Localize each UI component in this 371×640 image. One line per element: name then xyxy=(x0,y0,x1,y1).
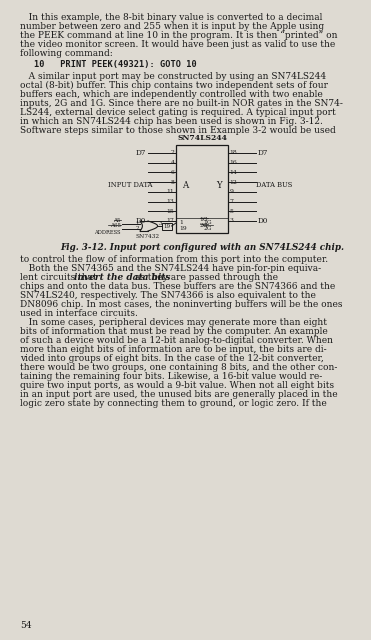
Text: 54: 54 xyxy=(20,621,32,630)
Text: D7: D7 xyxy=(136,149,146,157)
Text: A similar input port may be constructed by using an SN74LS244: A similar input port may be constructed … xyxy=(20,72,326,81)
Text: 13: 13 xyxy=(167,199,174,204)
Text: 1: 1 xyxy=(135,221,139,226)
Text: Both the SN74365 and the SN74LS244 have pin-for-pin equiva-: Both the SN74365 and the SN74LS244 have … xyxy=(20,264,321,273)
Text: D0: D0 xyxy=(258,217,268,225)
Text: D0: D0 xyxy=(136,217,146,225)
Text: In some cases, peripheral devices may generate more than eight: In some cases, peripheral devices may ge… xyxy=(20,318,327,327)
Text: 19: 19 xyxy=(179,227,187,232)
Text: 5: 5 xyxy=(230,209,233,214)
Text: logic zero state by connecting them to ground, or logic zero. If the: logic zero state by connecting them to g… xyxy=(20,399,327,408)
Text: 1G: 1G xyxy=(204,220,212,225)
Text: 18: 18 xyxy=(230,150,237,156)
Text: octal (8-bit) buffer. This chip contains two independent sets of four: octal (8-bit) buffer. This chip contains… xyxy=(20,81,328,90)
Text: A: A xyxy=(182,180,188,189)
Text: Software steps similar to those shown in Example 3-2 would be used: Software steps similar to those shown in… xyxy=(20,126,336,135)
Text: SN7432: SN7432 xyxy=(136,234,160,239)
Text: as they are passed through the: as they are passed through the xyxy=(132,273,278,282)
Text: 7: 7 xyxy=(230,199,233,204)
Text: chips and onto the data bus. These buffers are the SN74366 and the: chips and onto the data bus. These buffe… xyxy=(20,282,335,291)
Text: lent circuits that: lent circuits that xyxy=(20,273,100,282)
Text: D7: D7 xyxy=(258,149,268,157)
Text: Y: Y xyxy=(216,180,222,189)
Text: bits of information that must be read by the computer. An example: bits of information that must be read by… xyxy=(20,327,328,336)
Text: 10   PRINT PEEK(49321): GOTO 10: 10 PRINT PEEK(49321): GOTO 10 xyxy=(34,60,197,69)
Text: 4: 4 xyxy=(171,160,174,165)
Text: INPUT DATA: INPUT DATA xyxy=(108,181,152,189)
Bar xyxy=(176,145,228,233)
Text: taining the remaining four bits. Likewise, a 16-bit value would re-: taining the remaining four bits. Likewis… xyxy=(20,372,322,381)
Text: 12: 12 xyxy=(230,180,237,185)
Text: more than eight bits of information are to be input, the bits are di-: more than eight bits of information are … xyxy=(20,345,326,354)
Text: invert the data bits: invert the data bits xyxy=(74,273,171,282)
Text: DATA BUS: DATA BUS xyxy=(256,181,292,189)
Text: SN74LS244: SN74LS244 xyxy=(177,134,227,142)
Text: A65: A65 xyxy=(110,223,121,228)
Text: 19: 19 xyxy=(163,223,170,228)
Text: LS244, external device select gating is required. A typical input port: LS244, external device select gating is … xyxy=(20,108,336,117)
Text: 14: 14 xyxy=(230,170,237,175)
Text: 2G: 2G xyxy=(204,227,212,232)
Text: there would be two groups, one containing 8 bits, and the other con-: there would be two groups, one containin… xyxy=(20,363,337,372)
Text: 2: 2 xyxy=(135,226,139,231)
Text: the video monitor screen. It would have been just as valid to use the: the video monitor screen. It would have … xyxy=(20,40,335,49)
Text: 16: 16 xyxy=(230,160,237,165)
Text: 3: 3 xyxy=(230,218,233,223)
Text: A5: A5 xyxy=(114,218,121,223)
Text: Fig. 3-12. Input port configured with an SN74LS244 chip.: Fig. 3-12. Input port configured with an… xyxy=(60,243,344,252)
Text: the PEEK command at line 10 in the program. It is then “printed” on: the PEEK command at line 10 in the progr… xyxy=(20,31,338,40)
Text: 2G: 2G xyxy=(200,223,208,228)
Text: number between zero and 255 when it is input by the Apple using: number between zero and 255 when it is i… xyxy=(20,22,324,31)
Bar xyxy=(162,223,172,230)
Text: vided into groups of eight bits. In the case of the 12-bit converter,: vided into groups of eight bits. In the … xyxy=(20,354,324,363)
Text: used in interface circuits.: used in interface circuits. xyxy=(20,309,138,318)
Text: following command:: following command: xyxy=(20,49,113,58)
Text: In this example, the 8-bit binary value is converted to a decimal: In this example, the 8-bit binary value … xyxy=(20,13,322,22)
Text: 9: 9 xyxy=(230,189,233,195)
Text: 15: 15 xyxy=(167,209,174,214)
Text: buffers each, which are independently controlled with two enable: buffers each, which are independently co… xyxy=(20,90,323,99)
Text: SN74LS240, respectively. The SN74366 is also equivalent to the: SN74LS240, respectively. The SN74366 is … xyxy=(20,291,316,300)
Text: 8: 8 xyxy=(171,180,174,185)
Text: in an input port are used, the unused bits are generally placed in the: in an input port are used, the unused bi… xyxy=(20,390,338,399)
Text: quire two input ports, as would a 9-bit value. When not all eight bits: quire two input ports, as would a 9-bit … xyxy=(20,381,334,390)
Text: inputs, 2G and 1G. Since there are no built-in NOR gates in the SN74-: inputs, 2G and 1G. Since there are no bu… xyxy=(20,99,343,108)
Text: DN8096 chip. In most cases, the noninverting buffers will be the ones: DN8096 chip. In most cases, the noninver… xyxy=(20,300,342,309)
Text: in which an SN74LS244 chip has been used is shown in Fig. 3-12.: in which an SN74LS244 chip has been used… xyxy=(20,117,323,126)
Text: 2: 2 xyxy=(171,150,174,156)
Text: ADDRESS: ADDRESS xyxy=(95,230,121,234)
Text: 3: 3 xyxy=(158,221,162,226)
Text: 17: 17 xyxy=(167,218,174,223)
Text: 6: 6 xyxy=(171,170,174,175)
Text: of such a device would be a 12-bit analog-to-digital converter. When: of such a device would be a 12-bit analo… xyxy=(20,336,333,345)
Text: 1: 1 xyxy=(179,221,183,225)
Text: 11: 11 xyxy=(167,189,174,195)
Text: 1G: 1G xyxy=(200,217,208,222)
Text: to control the flow of information from this port into the computer.: to control the flow of information from … xyxy=(20,255,328,264)
